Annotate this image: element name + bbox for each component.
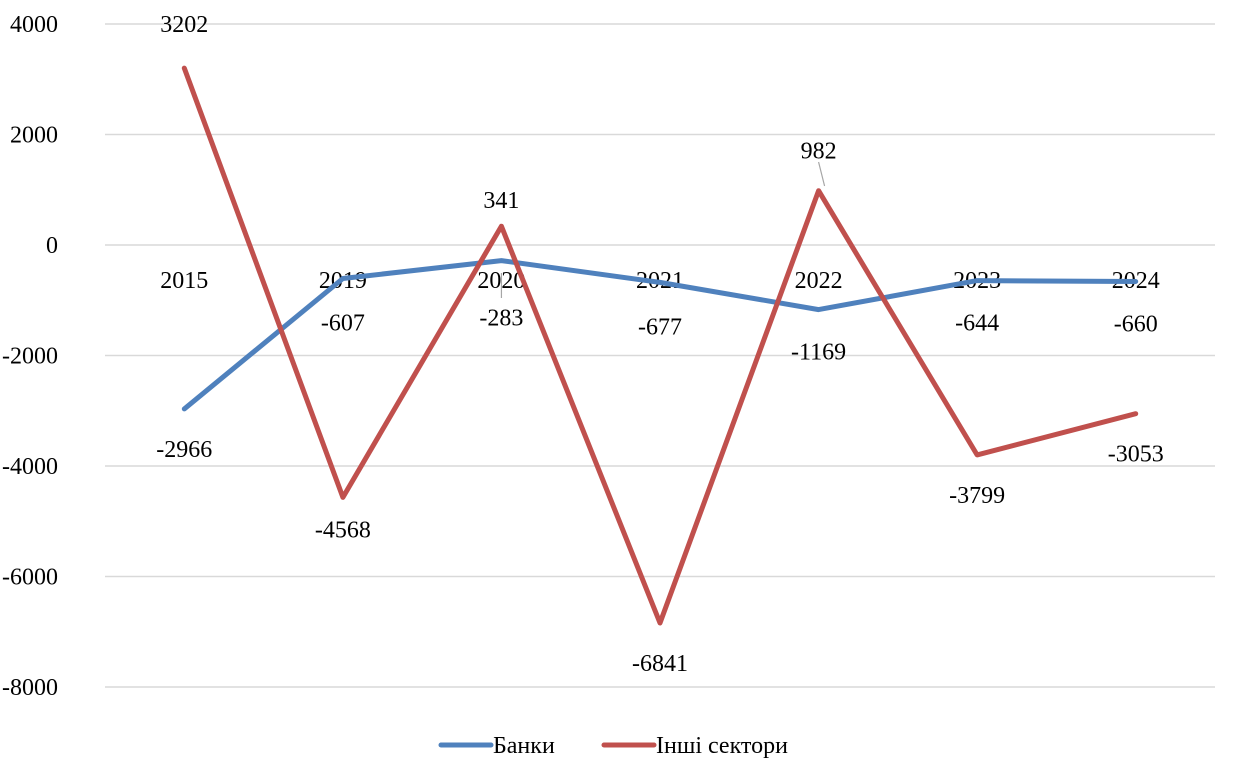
- y-tick-label: 2000: [10, 123, 58, 149]
- y-tick-label: 4000: [10, 12, 58, 38]
- data-label: -3799: [949, 483, 1005, 509]
- data-label: -2966: [156, 437, 212, 463]
- data-label: 982: [801, 139, 837, 165]
- gridlines: [105, 23, 1215, 688]
- legend-label-1: Інші сектори: [656, 733, 788, 758]
- data-label: 341: [483, 188, 519, 214]
- y-tick-label: -4000: [2, 454, 58, 480]
- data-label: -607: [321, 311, 365, 337]
- data-label: 3202: [160, 12, 208, 38]
- series-lines: [181, 65, 1139, 626]
- data-label: -3053: [1108, 442, 1164, 468]
- data-label: -283: [479, 306, 523, 332]
- series-line-1: [181, 65, 1139, 626]
- data-label: -1169: [791, 340, 846, 366]
- series-line-0: [181, 258, 1139, 412]
- leader-line: [817, 161, 826, 187]
- y-tick-label: 0: [46, 233, 58, 259]
- legend-label-0: Банки: [493, 733, 555, 758]
- x-tick-label: 2015: [160, 268, 208, 294]
- y-tick-label: -6000: [2, 565, 58, 591]
- data-label: -4568: [315, 517, 371, 543]
- y-tick-label: -8000: [2, 675, 58, 701]
- data-label: -644: [955, 311, 999, 337]
- data-label: -660: [1114, 311, 1158, 337]
- y-axis: 4000 2000 0 -2000 -4000 -6000 -8000: [2, 12, 58, 701]
- y-tick-label: -2000: [2, 344, 58, 370]
- x-tick-label: 2022: [795, 268, 843, 294]
- legend: Банки Інші сектори: [438, 733, 788, 758]
- data-label: -677: [638, 314, 682, 340]
- data-label: -6841: [632, 651, 688, 677]
- data-labels: -2966 -607 -283 -677 -1169 -644 -660 3202 -4568 3…: [156, 12, 1163, 677]
